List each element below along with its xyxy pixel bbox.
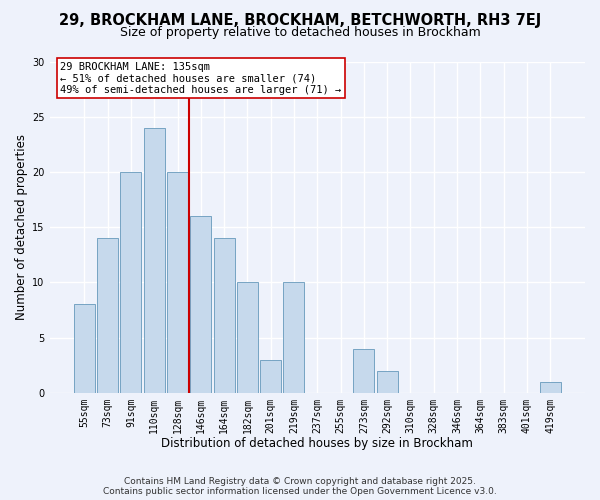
Text: Contains HM Land Registry data © Crown copyright and database right 2025.
Contai: Contains HM Land Registry data © Crown c… — [103, 476, 497, 496]
Bar — [167, 172, 188, 392]
Bar — [121, 172, 142, 392]
X-axis label: Distribution of detached houses by size in Brockham: Distribution of detached houses by size … — [161, 437, 473, 450]
Text: Size of property relative to detached houses in Brockham: Size of property relative to detached ho… — [119, 26, 481, 39]
Bar — [237, 282, 258, 393]
Text: 29, BROCKHAM LANE, BROCKHAM, BETCHWORTH, RH3 7EJ: 29, BROCKHAM LANE, BROCKHAM, BETCHWORTH,… — [59, 12, 541, 28]
Bar — [353, 348, 374, 393]
Bar — [260, 360, 281, 392]
Bar — [144, 128, 165, 392]
Bar — [539, 382, 560, 392]
Y-axis label: Number of detached properties: Number of detached properties — [15, 134, 28, 320]
Bar — [377, 370, 398, 392]
Bar — [74, 304, 95, 392]
Bar — [97, 238, 118, 392]
Bar — [283, 282, 304, 393]
Bar — [190, 216, 211, 392]
Bar — [214, 238, 235, 392]
Text: 29 BROCKHAM LANE: 135sqm
← 51% of detached houses are smaller (74)
49% of semi-d: 29 BROCKHAM LANE: 135sqm ← 51% of detach… — [60, 62, 341, 94]
